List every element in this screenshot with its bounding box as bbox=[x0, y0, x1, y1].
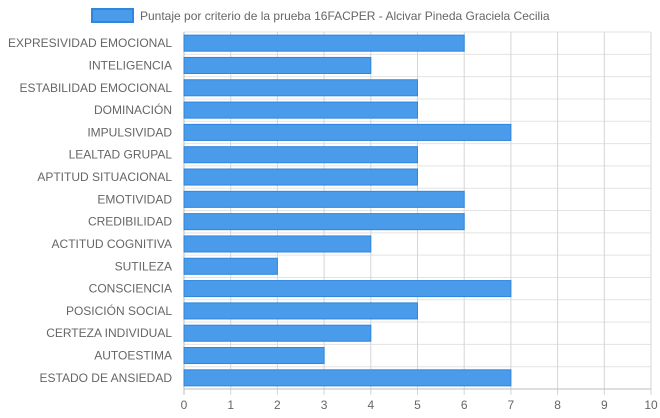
x-tick-label: 1 bbox=[227, 398, 234, 412]
bar[interactable] bbox=[183, 369, 512, 387]
category-label: ACTITUD COGNITIVA bbox=[52, 237, 172, 251]
bar[interactable] bbox=[183, 257, 278, 275]
category-label: CREDIBILIDAD bbox=[88, 215, 172, 229]
bar[interactable] bbox=[183, 280, 512, 298]
bar[interactable] bbox=[183, 168, 418, 186]
x-tick-label: 0 bbox=[181, 398, 188, 412]
bar[interactable] bbox=[183, 146, 418, 164]
x-tick-label: 4 bbox=[367, 398, 374, 412]
bar[interactable] bbox=[183, 213, 465, 231]
bar[interactable] bbox=[183, 123, 512, 141]
bar[interactable] bbox=[183, 101, 418, 119]
bar[interactable] bbox=[183, 34, 465, 52]
bar[interactable] bbox=[183, 190, 465, 208]
x-tick-label: 6 bbox=[461, 398, 468, 412]
bar[interactable] bbox=[183, 56, 372, 75]
bars bbox=[183, 34, 512, 387]
legend-swatch[interactable] bbox=[91, 8, 134, 23]
category-label: APTITUD SITUACIONAL bbox=[37, 170, 172, 184]
x-tick-label: 7 bbox=[508, 398, 515, 412]
category-label: CERTEZA INDIVIDUAL bbox=[46, 326, 172, 340]
category-label: SUTILEZA bbox=[115, 259, 172, 273]
bar[interactable] bbox=[183, 302, 418, 320]
category-label: LEALTAD GRUPAL bbox=[69, 148, 173, 162]
x-tick-label: 9 bbox=[601, 398, 608, 412]
category-label: IMPULSIVIDAD bbox=[87, 125, 172, 139]
category-label: EXPRESIVIDAD EMOCIONAL bbox=[8, 36, 172, 50]
category-label: AUTOESTIMA bbox=[94, 349, 172, 363]
category-label: EMOTIVIDAD bbox=[97, 192, 172, 206]
x-tick-label: 2 bbox=[274, 398, 281, 412]
legend[interactable]: Puntaje por criterio de la prueba 16FACP… bbox=[91, 8, 550, 23]
category-label: CONSCIENCIA bbox=[89, 282, 172, 296]
category-label: ESTADO DE ANSIEDAD bbox=[40, 371, 173, 385]
bar[interactable] bbox=[183, 79, 418, 97]
category-label: INTELIGENCIA bbox=[89, 58, 172, 72]
x-tick-label: 8 bbox=[554, 398, 561, 412]
legend-label[interactable]: Puntaje por criterio de la prueba 16FACP… bbox=[140, 9, 550, 23]
x-tick-labels: 0 1 2 3 4 5 6 7 8 9 10 bbox=[181, 398, 658, 412]
category-label: ESTABILIDAD EMOCIONAL bbox=[20, 81, 173, 95]
category-label: POSICIÓN SOCIAL bbox=[66, 303, 172, 318]
x-tick-label: 10 bbox=[644, 398, 658, 412]
category-label: DOMINACIÓN bbox=[94, 102, 172, 117]
bar[interactable] bbox=[183, 324, 372, 342]
x-tick-label: 3 bbox=[321, 398, 328, 412]
bar[interactable] bbox=[183, 235, 372, 253]
category-labels: EXPRESIVIDAD EMOCIONAL INTELIGENCIA ESTABI… bbox=[8, 36, 172, 385]
x-tick-label: 5 bbox=[414, 398, 421, 412]
bar[interactable] bbox=[183, 346, 325, 365]
